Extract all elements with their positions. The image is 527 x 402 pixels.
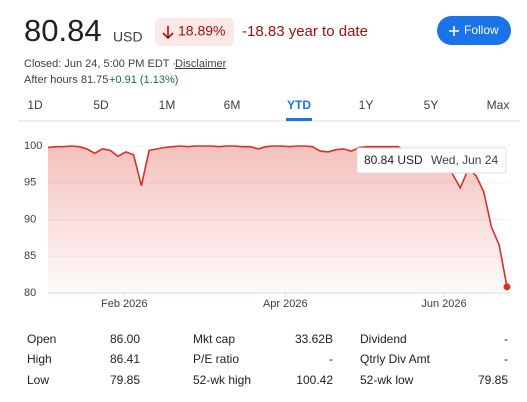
follow-label[interactable]: Follow — [464, 23, 499, 37]
stat-label: Open — [27, 332, 56, 346]
stat-label: Qtrly Div Amt — [360, 352, 431, 366]
range-tab[interactable]: 5D — [93, 98, 109, 112]
area-fill — [48, 146, 507, 293]
y-tick-label: 90 — [24, 213, 36, 225]
disclaimer-link[interactable]: Disclaimer — [175, 58, 227, 70]
stat-label: High — [27, 352, 52, 366]
x-tick-label: Jun 2026 — [421, 298, 466, 310]
plus-icon — [449, 26, 459, 36]
stat-value: - — [504, 352, 508, 366]
range-tab[interactable]: YTD — [287, 98, 311, 112]
stat-label: Dividend — [360, 332, 407, 346]
stat-label: 52-wk low — [360, 373, 414, 387]
currency: USD — [113, 29, 143, 45]
range-tab[interactable]: Max — [487, 98, 510, 112]
y-tick-label: 100 — [24, 140, 42, 152]
ytd-change: -18.83 year to date — [242, 23, 368, 40]
x-tick-label: Feb 2026 — [101, 298, 147, 310]
range-tab[interactable]: 5Y — [424, 98, 439, 112]
change-badge — [155, 18, 234, 46]
stat-value: 86.41 — [110, 352, 140, 366]
range-tab[interactable]: 6M — [224, 98, 241, 112]
tooltip-price: 80.84 USD — [364, 153, 423, 167]
stat-label: Mkt cap — [193, 332, 235, 346]
stat-value: 79.85 — [110, 373, 140, 387]
after-hours: After hours 81.75 — [24, 74, 108, 86]
stat-value: 86.00 — [110, 332, 140, 346]
range-tab[interactable]: 1Y — [359, 98, 374, 112]
last-point — [503, 283, 511, 291]
stat-value: 100.42 — [296, 373, 333, 387]
y-tick-label: 95 — [24, 177, 36, 189]
stat-value: 79.85 — [478, 373, 508, 387]
tooltip-date: Wed, Jun 24 — [431, 153, 498, 167]
x-tick-label: Apr 2026 — [263, 298, 308, 310]
follow-button[interactable] — [437, 16, 511, 45]
stat-value: 33.62B — [295, 332, 333, 346]
closed-info: Closed: Jun 24, 5:00 PM EDT · — [24, 58, 176, 70]
range-tab[interactable]: 1M — [159, 98, 176, 112]
range-tab[interactable]: 1D — [27, 98, 43, 112]
stat-value: - — [329, 352, 333, 366]
tab-underline — [286, 118, 312, 121]
stat-label: Low — [27, 373, 49, 387]
down-arrow — [162, 26, 174, 40]
after-hours-change: +0.91 (1.13%) — [109, 74, 178, 86]
y-tick-label: 85 — [24, 250, 36, 262]
stat-label: P/E ratio — [193, 352, 239, 366]
tooltip-box — [356, 147, 507, 174]
y-tick-label: 80 — [24, 287, 36, 299]
change-pct: 18.89% — [178, 23, 225, 39]
stat-label: 52-wk high — [193, 373, 251, 387]
price: 80.84 — [24, 13, 102, 48]
stat-value: - — [504, 332, 508, 346]
